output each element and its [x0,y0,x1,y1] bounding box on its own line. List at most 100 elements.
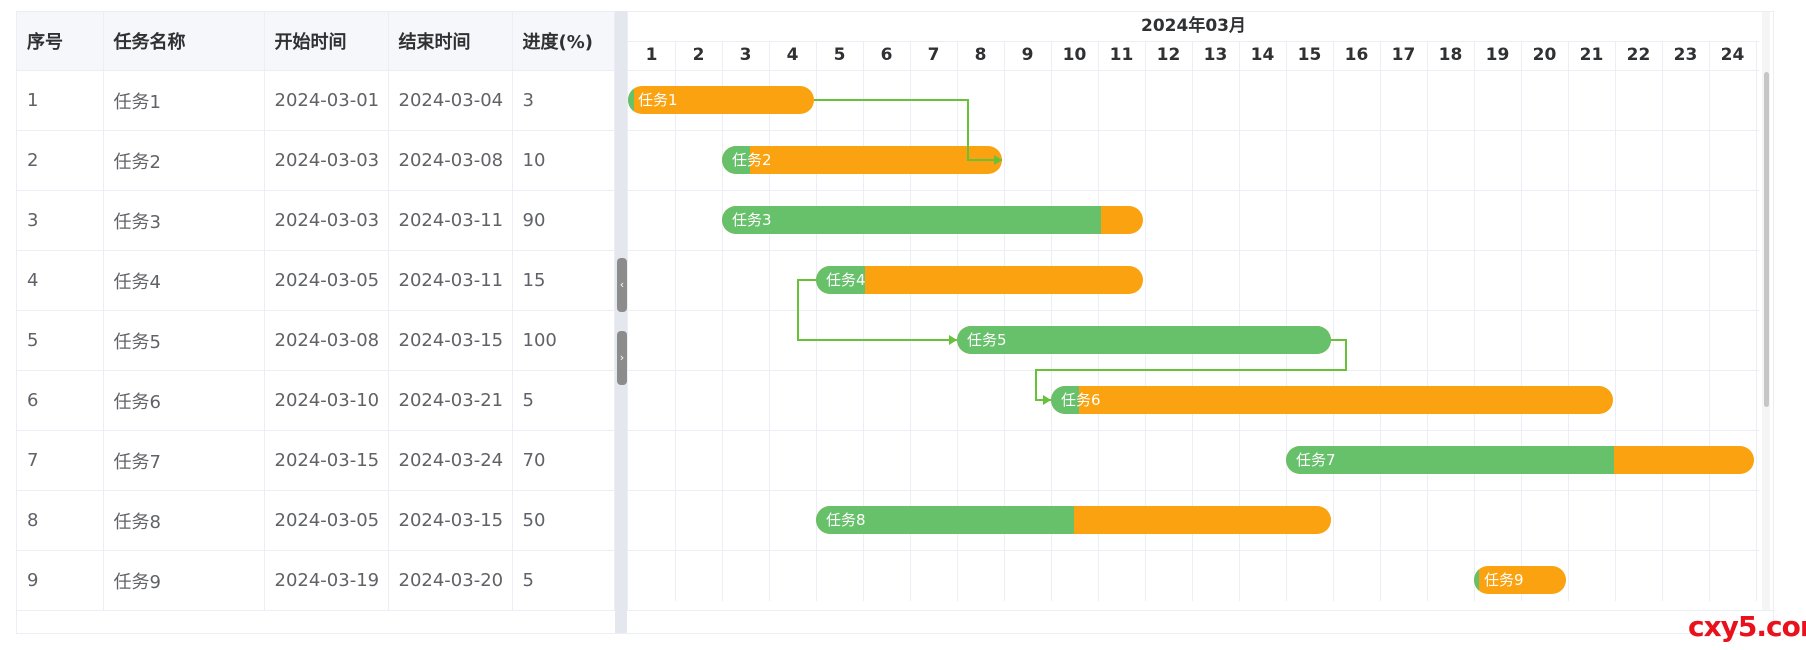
collapse-right-button[interactable]: › [617,331,627,385]
cell-task-name: 任务9 [103,550,265,610]
grid-row-line [628,190,1759,191]
grid-column-line [1333,41,1334,601]
cell-end-date: 2024-03-11 [388,190,513,251]
task-progress-fill [816,266,866,294]
day-label: 22 [1626,45,1651,65]
cell-task-name: 任务2 [103,130,265,191]
grid-column-line [1709,41,1710,601]
cell-task-name: 任务7 [103,430,265,491]
table-row[interactable]: 8 任务8 2024-03-05 2024-03-15 50 [17,490,614,551]
grid-column-line [1615,41,1616,601]
pane-splitter[interactable] [615,11,627,634]
cell-task-name: 任务3 [103,190,265,251]
cell-task-name: 任务6 [103,370,265,431]
cell-start-date: 2024-03-03 [264,130,389,191]
dependency-arrowhead [1043,395,1051,405]
grid-row-line [628,310,1759,311]
task-bar[interactable]: 任务5 [957,326,1331,354]
day-label: 17 [1391,45,1416,65]
cell-progress: 70 [512,430,614,491]
grid-column-line [1286,41,1287,601]
horizontal-scrollbar[interactable] [16,611,1774,634]
task-bar[interactable]: 任务1 [628,86,814,114]
grid-column-line [1662,41,1663,601]
cell-task-name: 任务1 [103,70,265,131]
table-row[interactable]: 5 任务5 2024-03-08 2024-03-15 100 [17,310,614,371]
day-label: 16 [1344,45,1369,65]
grid-column-line [1145,41,1146,601]
task-bar-label: 任务1 [638,91,678,109]
col-header-progress[interactable]: 进度(%) [512,12,614,71]
col-header-end[interactable]: 结束时间 [388,12,513,71]
col-header-id[interactable]: 序号 [17,12,104,71]
grid-row-line [628,250,1759,251]
cell-id: 9 [17,550,104,610]
dependency-links [797,99,1347,405]
dependency-arrowhead [949,335,957,345]
table-row[interactable]: 2 任务2 2024-03-03 2024-03-08 10 [17,130,614,191]
grid-column-line [1380,41,1381,601]
day-label: 14 [1250,45,1275,65]
gantt-chart: 2024年03月 1 2 3 4 5 6 7 8 9 10 11 12 13 14 15 16 17 18 19 20… [627,11,1774,611]
chevron-right-icon: › [619,351,625,364]
cell-start-date: 2024-03-08 [264,310,389,371]
task-bar[interactable]: 任务4 [816,266,1143,294]
collapse-left-button[interactable]: ‹ [617,258,627,312]
task-bar-label: 任务6 [1061,391,1101,409]
day-label: 6 [880,45,893,65]
task-progress-fill [957,326,1331,354]
task-bar[interactable]: 任务7 [1286,446,1754,474]
cell-start-date: 2024-03-03 [264,190,389,251]
cell-start-date: 2024-03-15 [264,430,389,491]
vertical-scrollbar-thumb[interactable] [1764,72,1769,407]
cell-start-date: 2024-03-01 [264,70,389,131]
task-bar[interactable]: 任务6 [1051,386,1613,414]
grid-column-line [910,41,911,601]
day-label: 19 [1485,45,1510,65]
day-label: 1 [645,45,658,65]
dependency-arrowhead [994,155,1002,165]
table-row[interactable]: 1 任务1 2024-03-01 2024-03-04 3 [17,70,614,131]
grid-column-line [957,41,958,601]
task-bar[interactable]: 任务9 [1474,566,1566,594]
task-bar[interactable]: 任务2 [722,146,1002,174]
task-bar[interactable]: 任务8 [816,506,1331,534]
day-label: 3 [739,45,752,65]
table-header-row: 序号 任务名称 开始时间 结束时间 进度(%) [17,12,614,71]
task-progress-fill [628,86,634,114]
col-header-start[interactable]: 开始时间 [264,12,389,71]
table-row[interactable]: 9 任务9 2024-03-19 2024-03-20 5 [17,550,614,610]
table-row[interactable]: 7 任务7 2024-03-15 2024-03-24 70 [17,430,614,491]
day-label: 18 [1438,45,1463,65]
grid-column-line [1568,41,1569,601]
day-label: 5 [833,45,846,65]
table-row[interactable]: 3 任务3 2024-03-03 2024-03-11 90 [17,190,614,251]
cell-id: 6 [17,370,104,431]
day-label: 21 [1579,45,1604,65]
task-bar-label: 任务8 [826,511,866,529]
cell-id: 8 [17,490,104,551]
cell-end-date: 2024-03-20 [388,550,513,610]
grid-column-line [1427,41,1428,601]
task-progress-fill [722,206,1101,234]
grid-column-line [1756,41,1757,601]
grid-column-line [816,41,817,601]
day-label: 2 [692,45,705,65]
task-progress-fill [722,146,750,174]
day-label: 9 [1021,45,1034,65]
col-header-name[interactable]: 任务名称 [103,12,265,71]
cell-progress: 100 [512,310,614,371]
grid-row-line [628,550,1759,551]
cell-id: 1 [17,70,104,131]
month-header: 2024年03月 [628,12,1759,42]
task-bar[interactable]: 任务3 [722,206,1143,234]
cell-id: 4 [17,250,104,311]
task-progress-fill [1286,446,1614,474]
day-label: 13 [1203,45,1228,65]
grid-column-line [1239,41,1240,601]
grid-row-line [628,130,1759,131]
table-row[interactable]: 4 任务4 2024-03-05 2024-03-11 15 [17,250,614,311]
cell-task-name: 任务5 [103,310,265,371]
day-label: 24 [1720,45,1745,65]
table-row[interactable]: 6 任务6 2024-03-10 2024-03-21 5 [17,370,614,431]
